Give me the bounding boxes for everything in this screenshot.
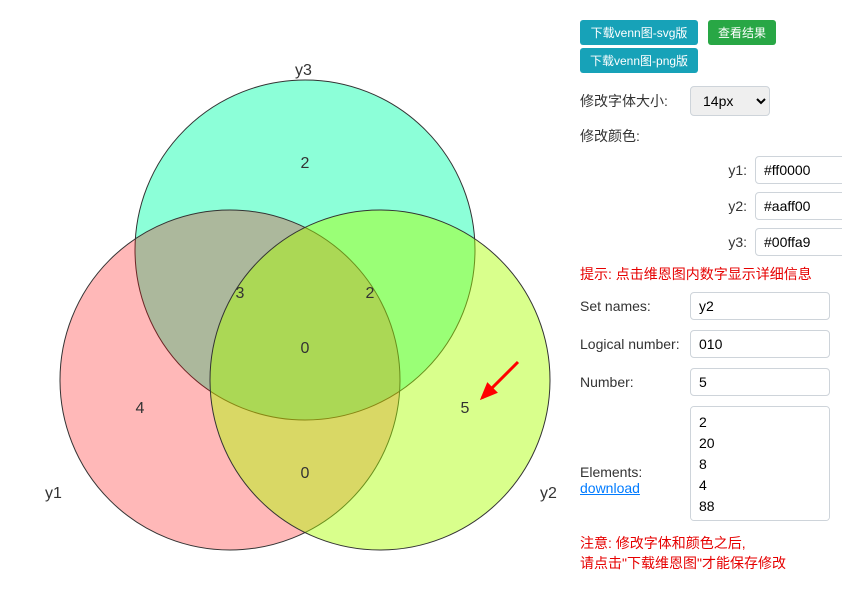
number-input[interactable] [690, 368, 830, 396]
venn-set-label-y3: y3 [295, 62, 312, 80]
logical-number-input[interactable] [690, 330, 830, 358]
venn-diagram: y1 y2 y3 2 3 2 0 4 5 0 [20, 20, 560, 570]
color-y1-label: y1: [717, 162, 747, 178]
color-y3-input[interactable] [755, 228, 842, 256]
venn-region-y3-only[interactable]: 2 [295, 155, 315, 173]
venn-region-center[interactable]: 0 [295, 340, 315, 358]
number-label: Number: [580, 374, 690, 390]
download-elements-link[interactable]: download [580, 480, 690, 496]
color-y1-input[interactable] [755, 156, 842, 184]
venn-region-y2y3[interactable]: 2 [360, 285, 380, 303]
download-png-button[interactable]: 下载venn图-png版 [580, 48, 698, 73]
font-size-label: 修改字体大小: [580, 91, 690, 111]
download-svg-button[interactable]: 下载venn图-svg版 [580, 20, 698, 45]
venn-set-label-y1: y1 [45, 485, 62, 503]
color-y3-label: y3: [717, 234, 747, 250]
venn-region-y1-only[interactable]: 4 [130, 400, 150, 418]
view-result-button[interactable]: 查看结果 [708, 20, 776, 45]
font-size-select[interactable]: 14px [690, 86, 770, 116]
elements-label: Elements: [580, 464, 690, 480]
venn-region-y1y3[interactable]: 3 [230, 285, 250, 303]
set-names-label: Set names: [580, 298, 690, 314]
color-label: 修改颜色: [580, 126, 690, 146]
logical-number-label: Logical number: [580, 336, 690, 352]
venn-region-y2-only[interactable]: 5 [455, 400, 475, 418]
venn-region-y1y2[interactable]: 0 [295, 465, 315, 483]
note-line-1: 注意: 修改字体和颜色之后, [580, 533, 842, 553]
color-y2-label: y2: [717, 198, 747, 214]
note-line-2: 请点击"下载维恩图"才能保存修改 [580, 553, 842, 573]
venn-set-label-y2: y2 [540, 485, 557, 503]
click-hint-text: 提示: 点击维恩图内数字显示详细信息 [580, 264, 842, 284]
elements-textarea[interactable] [690, 406, 830, 521]
set-names-input[interactable] [690, 292, 830, 320]
color-y2-input[interactable] [755, 192, 842, 220]
